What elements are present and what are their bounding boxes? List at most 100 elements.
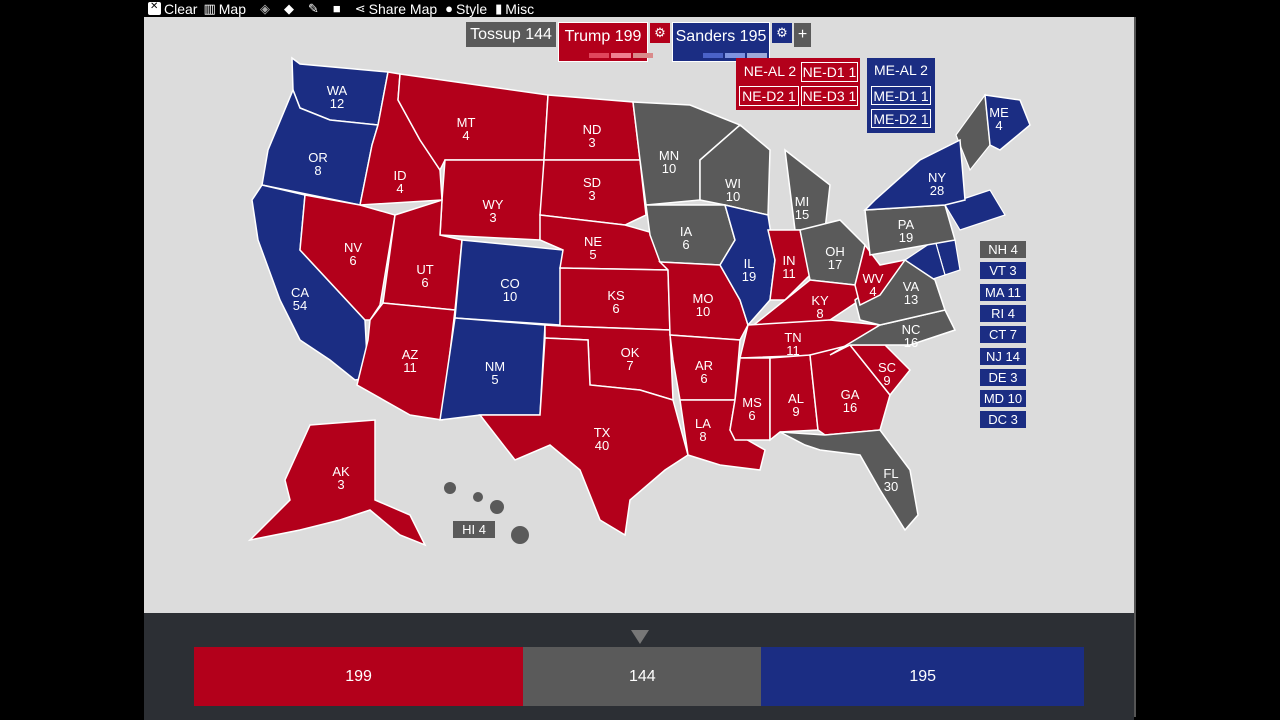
sanders-total-bar: 195 bbox=[761, 647, 1084, 706]
state-label-al: AL 9 bbox=[788, 391, 804, 419]
state-label-in: IN 11 bbox=[782, 253, 796, 281]
state-label-fl: FL 30 bbox=[883, 466, 898, 494]
small-state-ct[interactable]: CT 7 bbox=[980, 326, 1026, 344]
small-state-md[interactable]: MD 10 bbox=[980, 390, 1026, 408]
shade-solid bbox=[567, 53, 587, 58]
small-state-dc[interactable]: DC 3 bbox=[980, 411, 1026, 429]
trump-button[interactable]: Trump 199 bbox=[558, 22, 653, 62]
state-label-nd: ND 3 bbox=[583, 122, 602, 150]
state-ak[interactable] bbox=[247, 419, 427, 547]
us-map: WA 12 OR 8 CA 54 ID 4 NV 6 MT 4 WY 3 UT 6 AZ 11 CO 10 NM 5 ND 3… bbox=[247, 56, 1031, 547]
state-label-wa: WA 12 bbox=[327, 83, 348, 111]
toolbar: Clear ▥Map ◈ ◆ ✎ ■ ⋖Share Map ●Style ▮Mi… bbox=[144, 0, 1136, 17]
sanders-button[interactable]: Sanders 195 bbox=[672, 22, 770, 62]
state-me[interactable] bbox=[984, 94, 1031, 151]
shade-lean bbox=[725, 53, 745, 58]
state-ny[interactable] bbox=[863, 138, 966, 211]
clear-button[interactable]: Clear bbox=[148, 1, 197, 17]
tossup-total-bar: 144 bbox=[523, 647, 762, 706]
hawaii-island-shape[interactable] bbox=[511, 526, 529, 544]
state-label-mt: MT 4 bbox=[457, 115, 476, 143]
state-label-ut: UT 6 bbox=[416, 262, 433, 290]
me-al-button[interactable]: ME-AL 2 bbox=[870, 61, 932, 81]
lock-button[interactable]: ■ bbox=[332, 0, 341, 16]
state-label-ca: CA 54 bbox=[291, 285, 309, 313]
pencil-icon: ✎ bbox=[308, 0, 319, 16]
state-label-ms: MS 6 bbox=[742, 395, 762, 423]
state-label-wy: WY 3 bbox=[483, 197, 504, 225]
add-candidate-button[interactable]: + bbox=[794, 23, 811, 47]
me-d1-button[interactable]: ME-D1 1 bbox=[871, 86, 931, 105]
ne-d3-button[interactable]: NE-D3 1 bbox=[801, 86, 858, 106]
state-label-ny: NY 28 bbox=[928, 170, 946, 198]
share-map-button[interactable]: ⋖ Share Map bbox=[354, 0, 438, 17]
state-label-ak: AK 3 bbox=[332, 464, 350, 492]
state-wy[interactable] bbox=[439, 159, 545, 241]
hi-button[interactable]: HI 4 bbox=[453, 521, 495, 538]
hawaii-island-shape[interactable] bbox=[444, 482, 456, 494]
shade-tilt bbox=[633, 53, 653, 58]
map-icon: ▥ bbox=[203, 0, 216, 16]
gear-icon: ⚙ bbox=[776, 25, 788, 40]
state-label-la: LA 8 bbox=[695, 416, 711, 444]
misc-button[interactable]: ▮ Misc bbox=[495, 0, 535, 17]
shade-likely bbox=[589, 53, 609, 58]
state-al[interactable] bbox=[769, 354, 819, 442]
state-tx[interactable] bbox=[478, 337, 689, 537]
state-label-mi: MI 15 bbox=[795, 194, 809, 222]
state-label-pa: PA 19 bbox=[898, 217, 915, 245]
state-label-il: IL 19 bbox=[742, 256, 756, 284]
hawaii-island-shape[interactable] bbox=[473, 492, 483, 502]
state-label-nc: NC 16 bbox=[902, 322, 921, 350]
state-label-ne: NE 5 bbox=[584, 234, 602, 262]
state-label-ga: GA 16 bbox=[841, 387, 860, 415]
small-state-nh[interactable]: NH 4 bbox=[980, 241, 1026, 258]
hawaii-island-shape[interactable] bbox=[490, 500, 504, 514]
lock-icon: ■ bbox=[332, 0, 341, 16]
state-sd[interactable] bbox=[539, 159, 647, 226]
state-label-az: AZ 11 bbox=[402, 347, 419, 375]
small-state-ri[interactable]: RI 4 bbox=[980, 304, 1026, 322]
small-state-vt[interactable]: VT 3 bbox=[980, 262, 1026, 280]
small-state-de[interactable]: DE 3 bbox=[980, 368, 1026, 386]
ne-d2-button[interactable]: NE-D2 1 bbox=[739, 86, 799, 106]
style-button[interactable]: ● Style bbox=[445, 0, 488, 17]
state-wv[interactable] bbox=[854, 243, 907, 307]
state-label-oh: OH 17 bbox=[825, 244, 845, 272]
tossup-button[interactable]: Tossup 144 bbox=[466, 22, 556, 47]
state-label-tn: TN 11 bbox=[784, 330, 801, 358]
midpoint-arrow-icon bbox=[631, 630, 649, 644]
sanders-label: Sanders 195 bbox=[675, 28, 767, 45]
ne-d1-button[interactable]: NE-D1 1 bbox=[801, 62, 858, 82]
state-label-or: OR 8 bbox=[308, 150, 328, 178]
window-edge bbox=[1134, 17, 1136, 717]
shade-likely bbox=[703, 53, 723, 58]
state-label-id: ID 4 bbox=[394, 168, 407, 196]
state-label-wv: WV 4 bbox=[863, 271, 884, 299]
map-button[interactable]: ▥ Map bbox=[203, 0, 246, 17]
trump-settings-button[interactable]: ⚙ bbox=[650, 23, 670, 43]
paint-bucket-button[interactable]: ◈ bbox=[260, 1, 270, 16]
shade-solid bbox=[681, 53, 701, 58]
me-d2-button[interactable]: ME-D2 1 bbox=[871, 109, 931, 128]
gear-icon: ⚙ bbox=[654, 25, 666, 40]
state-label-ar: AR 6 bbox=[695, 358, 713, 386]
eraser-button[interactable]: ◆ bbox=[284, 1, 294, 16]
state-fl[interactable] bbox=[779, 429, 919, 532]
ne-al-button[interactable]: NE-AL 2 bbox=[740, 62, 800, 82]
small-state-nj[interactable]: NJ 14 bbox=[980, 347, 1026, 365]
state-label-nm: NM 5 bbox=[485, 359, 505, 387]
small-state-ma[interactable]: MA 11 bbox=[980, 283, 1026, 301]
state-label-ky: KY 8 bbox=[811, 293, 829, 321]
map-area: Tossup 144 Trump 199 ⚙ Sanders 195 ⚙ + N… bbox=[144, 17, 1134, 613]
close-icon bbox=[148, 1, 161, 15]
state-label-wi: WI 10 bbox=[725, 176, 741, 204]
shade-tilt bbox=[747, 53, 767, 58]
edit-button[interactable]: ✎ bbox=[308, 0, 319, 16]
state-label-mn: MN 10 bbox=[659, 148, 679, 176]
sanders-settings-button[interactable]: ⚙ bbox=[772, 23, 792, 43]
state-label-me: ME 4 bbox=[989, 105, 1009, 133]
state-label-tx: TX 40 bbox=[594, 425, 611, 453]
state-label-ia: IA 6 bbox=[680, 224, 693, 252]
state-label-sc: SC 9 bbox=[878, 360, 896, 388]
